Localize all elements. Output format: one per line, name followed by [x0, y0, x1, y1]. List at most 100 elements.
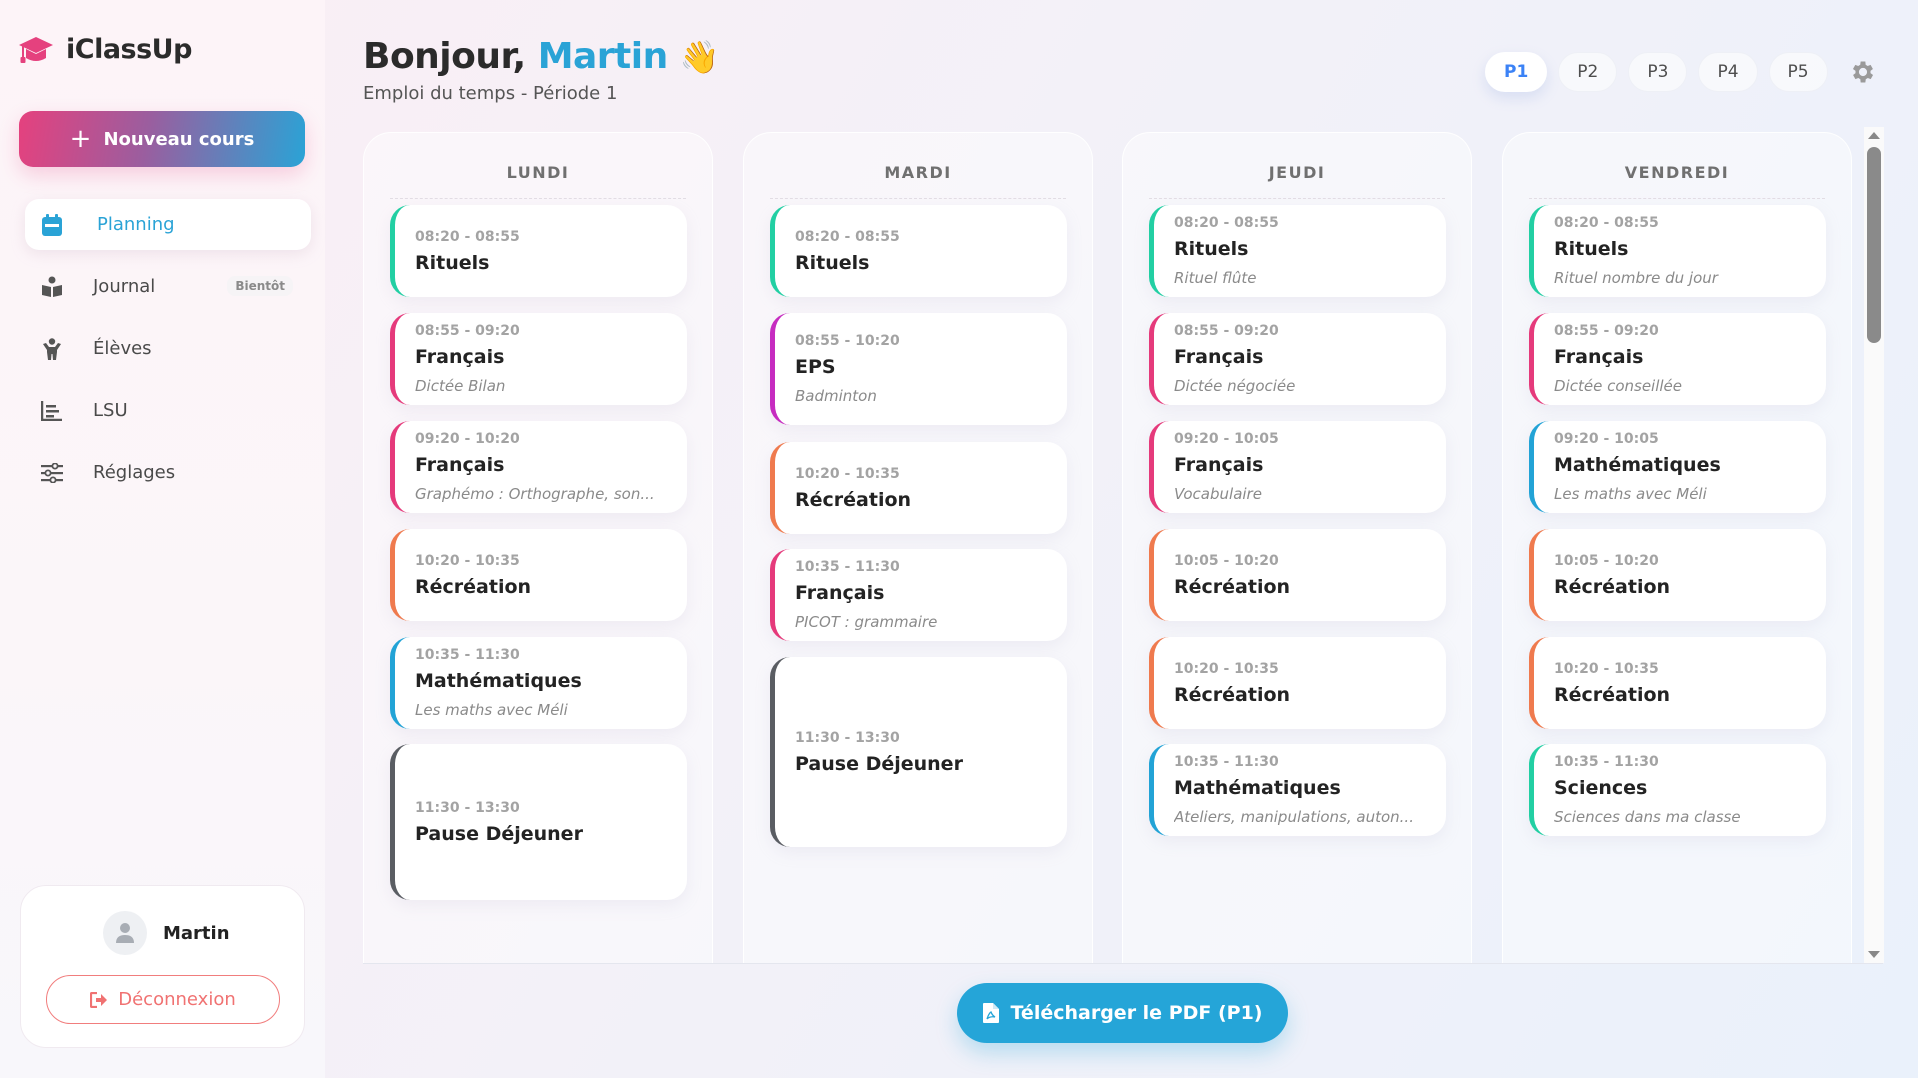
sidebar-item-label: LSU [93, 400, 128, 421]
course-subject: Français [795, 582, 885, 604]
course-description: Dictée conseillée [1554, 377, 1683, 395]
course-time: 08:55 - 10:20 [795, 333, 900, 349]
course-subject: Récréation [1554, 575, 1671, 598]
course-time: 11:30 - 13:30 [415, 799, 520, 816]
schedule-board: LUNDI 08:20 - 08:55 Rituels 08:55 - 09:20 F… [363, 132, 1883, 964]
course-time: 08:55 - 09:20 [1554, 323, 1659, 339]
course-time: 10:05 - 10:20 [1554, 552, 1659, 569]
course-card[interactable]: 08:20 - 08:55 Rituels Rituel flûte [1149, 205, 1446, 297]
scroll-up-arrow-icon[interactable] [1868, 132, 1880, 139]
course-subject: Récréation [1174, 683, 1291, 706]
course-card[interactable]: 08:55 - 09:20 Français Dictée négociée [1149, 313, 1446, 405]
course-card[interactable]: 08:55 - 09:20 Français Dictée conseillée [1529, 313, 1826, 405]
logo[interactable]: iClassUp [18, 34, 192, 65]
gear-icon[interactable] [1849, 58, 1877, 86]
course-card[interactable]: 08:20 - 08:55 Rituels [770, 205, 1067, 297]
board-scrollbar[interactable] [1864, 127, 1884, 963]
day-column-vendredi: VENDREDI 08:20 - 08:55 Rituels Rituel nomb… [1502, 132, 1852, 963]
course-subject: Français [1554, 346, 1644, 368]
course-card[interactable]: 10:20 - 10:35 Récréation [1529, 637, 1826, 729]
day-header: MARDI [884, 163, 952, 182]
new-course-label: Nouveau cours [103, 128, 255, 150]
coming-soon-badge: Bientôt [227, 276, 293, 296]
sidebar-item-planning[interactable]: Planning [25, 199, 311, 250]
page-subtitle: Emploi du temps - Période 1 [363, 83, 618, 104]
logout-label: Déconnexion [118, 989, 236, 1010]
course-time: 08:20 - 08:55 [415, 228, 520, 245]
course-card[interactable]: 10:20 - 10:35 Récréation [770, 442, 1067, 534]
course-time: 09:20 - 10:05 [1554, 431, 1659, 447]
period-tab-p1[interactable]: P1 [1485, 52, 1548, 92]
sidebar-item-reglages[interactable]: Réglages [25, 447, 311, 498]
divider [1529, 198, 1825, 199]
period-selector: P1 P2 P3 P4 P5 [1485, 52, 1828, 92]
sidebar-item-eleves[interactable]: Élèves [25, 323, 311, 374]
new-course-button[interactable]: + Nouveau cours [19, 111, 305, 167]
course-card[interactable]: 09:20 - 10:05 Mathématiques Les maths avec… [1529, 421, 1826, 513]
period-tab-p4[interactable]: P4 [1698, 52, 1758, 92]
course-time: 09:20 - 10:05 [1174, 431, 1279, 447]
course-card[interactable]: 08:55 - 10:20 EPS Badminton [770, 313, 1067, 425]
course-description: Vocabulaire [1174, 485, 1262, 503]
course-time: 08:20 - 08:55 [1174, 215, 1279, 231]
course-card[interactable]: 08:20 - 08:55 Rituels [390, 205, 687, 297]
course-subject: Rituels [795, 251, 870, 274]
sidebar-item-journal[interactable]: Journal Bientôt [25, 261, 311, 312]
greeting: Bonjour, [363, 36, 526, 77]
course-time: 08:55 - 09:20 [1174, 323, 1279, 339]
child-icon [41, 337, 63, 360]
scrollbar-thumb[interactable] [1867, 147, 1881, 343]
course-subject: Mathématiques [415, 670, 582, 692]
course-subject: Rituels [415, 251, 490, 274]
course-card[interactable]: 10:35 - 11:30 Mathématiques Ateliers, mani… [1149, 744, 1446, 836]
course-card[interactable]: 10:35 - 11:30 Sciences Sciences dans ma cl… [1529, 744, 1826, 836]
user-icon [116, 923, 134, 943]
download-pdf-label: Télécharger le PDF (P1) [1010, 1002, 1263, 1024]
course-subject: Rituels [1174, 238, 1249, 260]
course-card[interactable]: 10:05 - 10:20 Récréation [1149, 529, 1446, 621]
sidebar-item-label: Réglages [93, 462, 176, 483]
course-time: 08:20 - 08:55 [1554, 215, 1659, 231]
plus-icon: + [69, 124, 92, 154]
course-card[interactable]: 08:20 - 08:55 Rituels Rituel nombre du jou… [1529, 205, 1826, 297]
day-column-jeudi: JEUDI 08:20 - 08:55 Rituels Rituel flûte 08… [1122, 132, 1472, 963]
course-card[interactable]: 11:30 - 13:30 Pause Déjeuner [390, 744, 687, 900]
course-card[interactable]: 09:20 - 10:05 Français Vocabulaire [1149, 421, 1446, 513]
course-card[interactable]: 10:35 - 11:30 Mathématiques Les maths avec… [390, 637, 687, 729]
sidebar: iClassUp + Nouveau cours Planning Journa… [0, 0, 325, 1078]
course-card[interactable]: 10:35 - 11:30 Français PICOT : grammaire [770, 549, 1067, 641]
course-time: 10:20 - 10:35 [1174, 660, 1279, 677]
course-subject: Récréation [1174, 575, 1291, 598]
course-subject: Récréation [795, 488, 912, 511]
course-card[interactable]: 10:20 - 10:35 Récréation [390, 529, 687, 621]
period-tab-p5[interactable]: P5 [1768, 52, 1828, 92]
course-subject: Pause Déjeuner [415, 822, 583, 845]
period-tab-p2[interactable]: P2 [1558, 52, 1618, 92]
course-card[interactable]: 09:20 - 10:20 Français Graphémo : Orthogra… [390, 421, 687, 513]
course-description: Sciences dans ma classe [1554, 808, 1741, 826]
course-time: 10:35 - 11:30 [1174, 754, 1279, 770]
course-time: 08:20 - 08:55 [795, 228, 900, 245]
course-time: 09:20 - 10:20 [415, 431, 520, 447]
course-description: Dictée Bilan [415, 377, 506, 395]
course-card[interactable]: 11:30 - 13:30 Pause Déjeuner [770, 657, 1067, 847]
course-description: Rituel flûte [1174, 269, 1257, 287]
course-card[interactable]: 10:05 - 10:20 Récréation [1529, 529, 1826, 621]
app-name: iClassUp [66, 34, 192, 65]
period-tab-p3[interactable]: P3 [1628, 52, 1688, 92]
course-description: Ateliers, manipulations, auton... [1174, 808, 1414, 826]
course-subject: Mathématiques [1554, 454, 1721, 476]
course-card[interactable]: 08:55 - 09:20 Français Dictée Bilan [390, 313, 687, 405]
course-time: 10:35 - 11:30 [415, 647, 520, 663]
course-description: Badminton [795, 387, 877, 405]
divider [390, 198, 686, 199]
divider [1149, 198, 1445, 199]
course-description: Les maths avec Méli [1554, 485, 1707, 503]
sidebar-item-lsu[interactable]: LSU [25, 385, 311, 436]
download-pdf-button[interactable]: Télécharger le PDF (P1) [957, 983, 1288, 1043]
scroll-down-arrow-icon[interactable] [1868, 951, 1880, 958]
course-card[interactable]: 10:20 - 10:35 Récréation [1149, 637, 1446, 729]
course-time: 10:35 - 11:30 [795, 559, 900, 575]
sidebar-nav: Planning Journal Bientôt Élèves LSU Ré [25, 199, 311, 509]
logout-button[interactable]: Déconnexion [46, 975, 280, 1024]
